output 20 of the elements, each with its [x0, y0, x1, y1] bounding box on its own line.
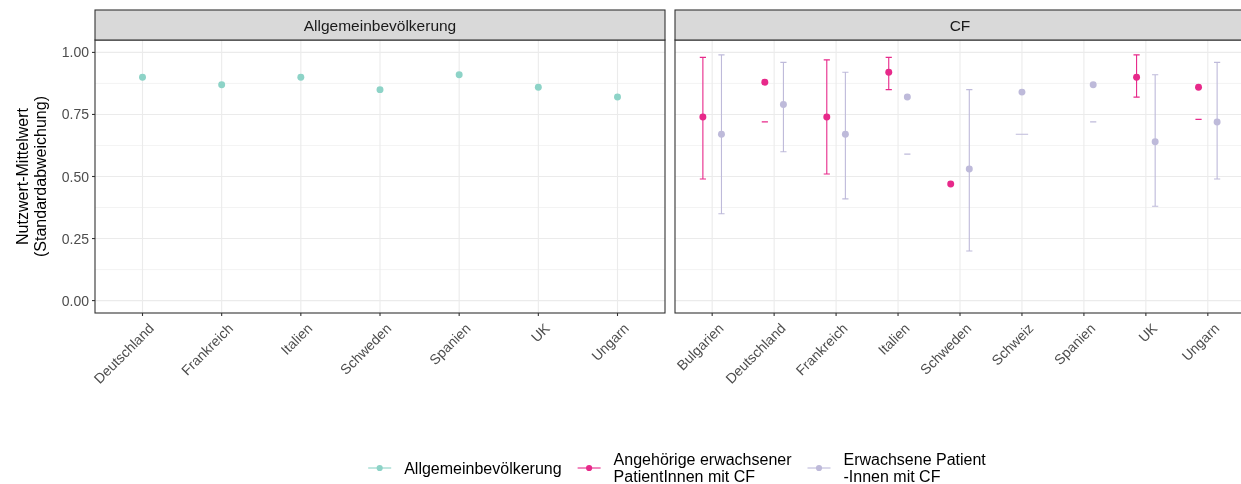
- y-tick-label: 0.75: [61, 106, 90, 123]
- chart-title: CF: [949, 16, 971, 34]
- legend-label: Erwachsene Patient -Innen mit CF: [843, 451, 987, 484]
- x-tick-label: UK: [527, 319, 554, 346]
- legend-label: Angehörige erwachsener PatientInnen mit CF: [613, 451, 793, 484]
- point: [297, 73, 305, 81]
- y-tick-label: 1.00: [61, 44, 90, 61]
- y-tick-label: 0.50: [61, 168, 90, 185]
- point: [614, 93, 621, 101]
- y-tick-label: 0.25: [61, 230, 90, 247]
- y-tick-label: 0.00: [61, 292, 90, 309]
- point: [139, 73, 146, 81]
- chart-title: Allgemeinbevölkerung: [303, 16, 457, 34]
- y-axis-title: Nutzwert-Mittelwert (Standardabweichung): [13, 96, 49, 257]
- legend-label: Allgemeinbevölkerung: [404, 459, 562, 477]
- point: [534, 83, 542, 91]
- point: [376, 86, 384, 94]
- x-tick-label: UK: [1135, 319, 1161, 346]
- point: [455, 71, 463, 79]
- point: [218, 81, 226, 89]
